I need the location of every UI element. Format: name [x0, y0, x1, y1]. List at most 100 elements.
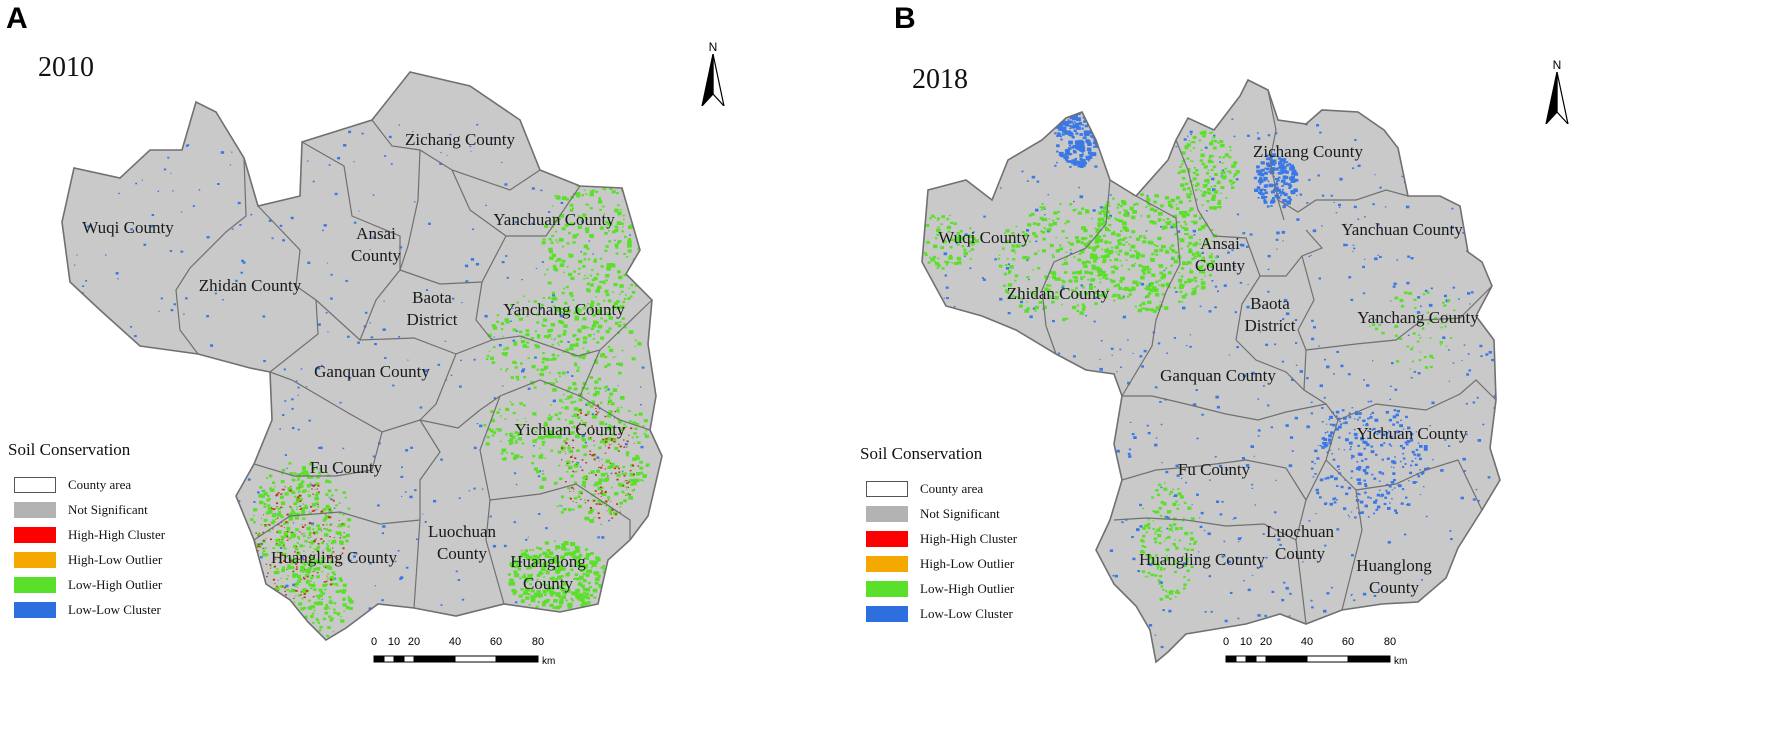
cluster-speck: [555, 260, 558, 263]
cluster-speck: [1009, 265, 1014, 269]
cluster-speck: [636, 472, 641, 476]
cluster-speck: [398, 336, 401, 338]
cluster-speck: [1439, 344, 1442, 346]
cluster-speck: [1386, 491, 1391, 495]
cluster-speck: [1279, 543, 1282, 546]
cluster-speck: [310, 605, 316, 609]
cluster-speck: [1237, 537, 1242, 541]
cluster-speck: [329, 509, 331, 511]
cluster-speck: [543, 335, 548, 338]
cluster-speck: [609, 392, 614, 396]
cluster-speck: [1112, 197, 1115, 200]
cluster-speck: [579, 595, 582, 598]
cluster-speck: [1057, 210, 1060, 214]
cluster-speck: [543, 365, 549, 370]
cluster-speck: [604, 289, 609, 293]
cluster-speck: [1357, 465, 1361, 468]
cluster-speck: [330, 578, 333, 581]
cluster-speck: [1395, 511, 1398, 514]
cluster-speck: [1203, 223, 1208, 227]
cluster-speck: [369, 562, 372, 565]
cluster-speck: [1065, 317, 1069, 320]
county-label-yichuan: Yichuan County: [1356, 424, 1468, 443]
cluster-speck: [1143, 235, 1146, 237]
cluster-speck: [1395, 413, 1399, 417]
cluster-speck: [542, 297, 546, 299]
cluster-speck: [1117, 239, 1121, 243]
cluster-speck: [565, 197, 569, 201]
cluster-speck: [1073, 121, 1076, 123]
cluster-speck: [579, 575, 584, 580]
cluster-speck: [1347, 486, 1352, 490]
cluster-speck: [1257, 435, 1260, 437]
cluster-speck: [541, 477, 547, 481]
cluster-speck: [604, 249, 608, 252]
cluster-speck: [495, 428, 498, 430]
cluster-speck: [1187, 187, 1191, 190]
cluster-speck: [319, 446, 323, 450]
cluster-speck: [238, 500, 241, 502]
cluster-speck: [273, 566, 275, 568]
cluster-speck: [1095, 129, 1101, 134]
cluster-speck: [294, 512, 298, 516]
cluster-speck: [1146, 214, 1151, 218]
cluster-speck: [1371, 323, 1376, 326]
cluster-speck: [308, 560, 311, 562]
cluster-speck: [316, 572, 319, 574]
cluster-speck: [1083, 264, 1088, 268]
cluster-speck: [342, 513, 345, 516]
cluster-speck: [161, 409, 164, 412]
cluster-speck: [1413, 453, 1416, 456]
cluster-speck: [623, 298, 627, 300]
cluster-speck: [1476, 396, 1479, 399]
cluster-speck: [276, 531, 278, 533]
cluster-speck: [285, 521, 288, 523]
cluster-speck: [542, 352, 545, 354]
cluster-speck: [1211, 260, 1215, 264]
cluster-speck: [1203, 529, 1206, 532]
cluster-speck: [567, 341, 570, 343]
cluster-speck: [1044, 306, 1046, 308]
cluster-speck: [1191, 503, 1193, 505]
cluster-speck: [1198, 139, 1202, 142]
cluster-speck: [324, 588, 327, 591]
cluster-speck: [561, 401, 564, 404]
cluster-speck: [593, 453, 596, 456]
cluster-speck: [1367, 516, 1370, 518]
cluster-speck: [540, 189, 543, 192]
cluster-speck: [485, 204, 487, 207]
cluster-speck: [479, 424, 483, 428]
cluster-speck: [276, 605, 278, 608]
cluster-speck: [1080, 146, 1086, 151]
cluster-speck: [558, 601, 564, 605]
cluster-speck: [1277, 179, 1279, 182]
cluster-speck: [1264, 171, 1268, 175]
scale-bar: 0 10 20 40 60 80 km: [1220, 636, 1430, 676]
cluster-speck: [553, 339, 556, 341]
cluster-speck: [301, 570, 305, 573]
cluster-speck: [1400, 502, 1404, 505]
cluster-speck: [1111, 354, 1113, 356]
cluster-speck: [1184, 223, 1188, 226]
cluster-speck: [1440, 326, 1443, 329]
cluster-speck: [515, 483, 518, 486]
cluster-speck: [1213, 190, 1219, 194]
cluster-speck: [1186, 233, 1189, 236]
cluster-speck: [565, 452, 567, 454]
cluster-speck: [1210, 265, 1214, 269]
cluster-speck: [571, 599, 574, 602]
scale-tick-label: 20: [407, 636, 421, 648]
cluster-speck: [1163, 568, 1166, 571]
cluster-speck: [298, 558, 300, 560]
cluster-speck: [1308, 520, 1311, 522]
cluster-speck: [520, 599, 525, 603]
cluster-speck: [473, 446, 477, 450]
cluster-speck: [287, 604, 290, 606]
cluster-speck: [335, 531, 340, 535]
cluster-speck: [253, 521, 256, 524]
cluster-speck: [589, 519, 595, 523]
cluster-speck: [562, 581, 567, 585]
cluster-speck: [315, 475, 320, 479]
cluster-speck: [1173, 225, 1177, 229]
cluster-speck: [594, 380, 599, 384]
